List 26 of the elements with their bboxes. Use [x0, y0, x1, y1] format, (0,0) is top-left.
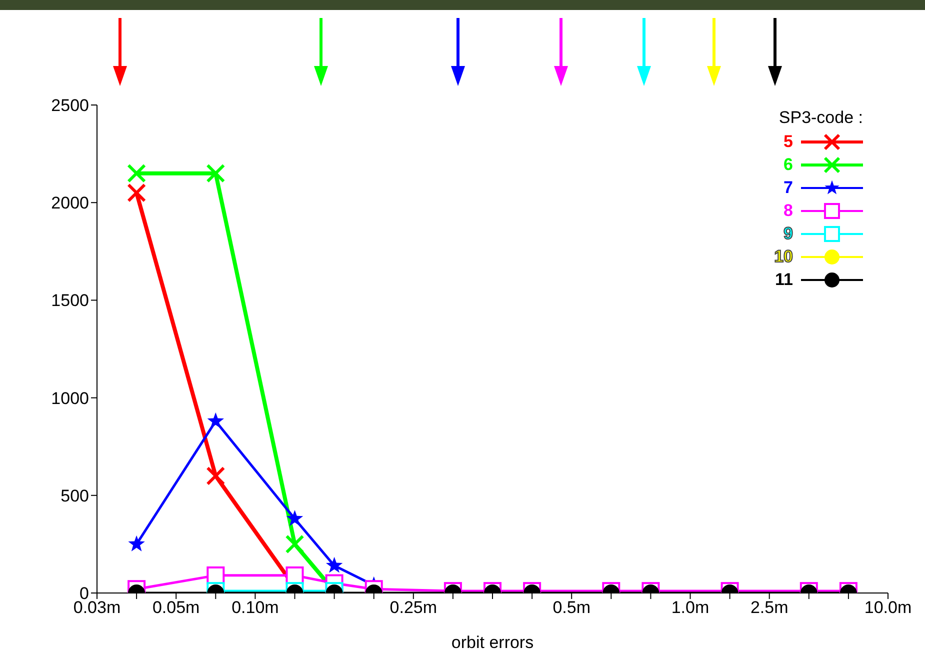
point: [206, 164, 226, 183]
y-tick-label: 1500: [51, 291, 89, 310]
point: [207, 412, 224, 428]
x-tick-label: 0.05m: [152, 598, 200, 618]
point: [127, 183, 146, 202]
legend-label: 9: [784, 224, 793, 244]
legend-title: SP3-code :: [778, 108, 863, 128]
legend-label: 11: [775, 270, 793, 290]
y-tick-label: 500: [60, 486, 89, 506]
x-tick-label: 0.03m: [73, 598, 121, 618]
x-axis-title: orbit errors: [451, 633, 534, 652]
point: [127, 164, 146, 183]
x-tick-label: 0.10m: [232, 598, 279, 618]
legend-label: 7: [784, 178, 793, 198]
y-tick-label: 2000: [51, 194, 89, 213]
legend-label: 10: [774, 246, 793, 266]
y-tick-label: 2500: [51, 96, 89, 116]
x-tick-label: 10.0m: [864, 598, 912, 618]
x-tick-label: 2.5m: [750, 598, 788, 618]
y-tick-label: 1000: [51, 388, 89, 408]
legend-label: 5: [784, 132, 793, 152]
x-tick-label: 1.0m: [671, 598, 710, 618]
x-tick-label: 0.5m: [552, 598, 590, 618]
x-tick-label: 0.25m: [390, 598, 438, 618]
legend-label: 6: [784, 154, 793, 174]
legend-label: 8: [784, 200, 793, 220]
